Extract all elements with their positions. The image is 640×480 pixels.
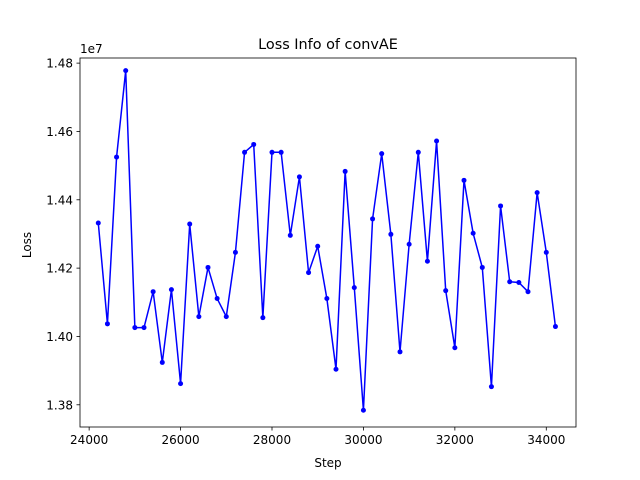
data-point — [406, 241, 412, 247]
data-point — [543, 249, 549, 255]
data-point — [187, 221, 193, 227]
data-point — [178, 381, 184, 387]
data-point — [168, 287, 174, 293]
data-point — [333, 366, 339, 372]
data-point — [132, 325, 138, 331]
data-point — [516, 279, 522, 285]
data-point — [223, 314, 229, 320]
data-point — [214, 296, 220, 302]
data-point — [123, 68, 129, 74]
plot-frame — [79, 57, 577, 428]
data-point — [507, 279, 513, 285]
data-point — [269, 149, 275, 155]
data-point — [461, 177, 467, 183]
data-point — [251, 141, 257, 147]
data-point — [434, 138, 440, 144]
y-offset-label: 1e7 — [80, 42, 103, 56]
x-tick-label: 30000 — [344, 433, 382, 447]
data-point — [525, 289, 531, 295]
data-point — [488, 384, 494, 390]
data-point — [287, 232, 293, 238]
data-point — [141, 325, 147, 331]
data-point — [324, 296, 330, 302]
plot-area: 24000 26000 28000 30000 32000 34000 1.38 1.40 1.… — [46, 57, 577, 447]
data-point — [552, 324, 558, 330]
chart-title: Loss Info of convAE — [258, 37, 398, 53]
y-tick-label: 1.42 — [46, 262, 73, 276]
data-point — [379, 151, 385, 157]
data-point — [242, 149, 248, 155]
x-tick-label: 32000 — [436, 433, 474, 447]
data-point — [470, 230, 476, 236]
data-point — [534, 190, 540, 196]
data-point — [397, 349, 403, 355]
x-tick-label: 28000 — [253, 433, 291, 447]
data-point — [498, 203, 504, 209]
data-point — [342, 168, 348, 174]
data-point — [479, 264, 485, 270]
data-point — [351, 285, 357, 291]
data-point — [296, 174, 302, 180]
data-point — [315, 243, 321, 249]
y-tick-label: 1.46 — [46, 125, 73, 139]
x-axis-label: Step — [314, 456, 341, 470]
data-point — [388, 231, 394, 237]
y-axis-label: Loss — [20, 232, 34, 258]
data-point — [452, 345, 458, 351]
data-point — [443, 288, 449, 294]
data-point — [104, 321, 110, 327]
data-point — [260, 315, 266, 321]
data-point — [424, 258, 430, 264]
x-tick-label: 24000 — [70, 433, 108, 447]
y-tick-label: 1.48 — [46, 57, 73, 71]
data-point — [360, 407, 366, 413]
data-point — [278, 149, 284, 155]
x-tick-label: 34000 — [527, 433, 565, 447]
y-tick-label: 1.40 — [46, 330, 73, 344]
data-point — [306, 270, 312, 276]
data-point — [232, 249, 238, 255]
data-point — [196, 314, 202, 320]
data-point — [95, 220, 101, 226]
y-tick-label: 1.38 — [46, 398, 73, 412]
data-point — [150, 289, 156, 295]
data-point — [114, 154, 120, 160]
data-point — [205, 264, 211, 270]
data-point — [415, 149, 421, 155]
data-point — [159, 359, 165, 365]
y-tick-label: 1.44 — [46, 193, 73, 207]
x-tick-label: 26000 — [161, 433, 199, 447]
data-point — [370, 216, 376, 222]
